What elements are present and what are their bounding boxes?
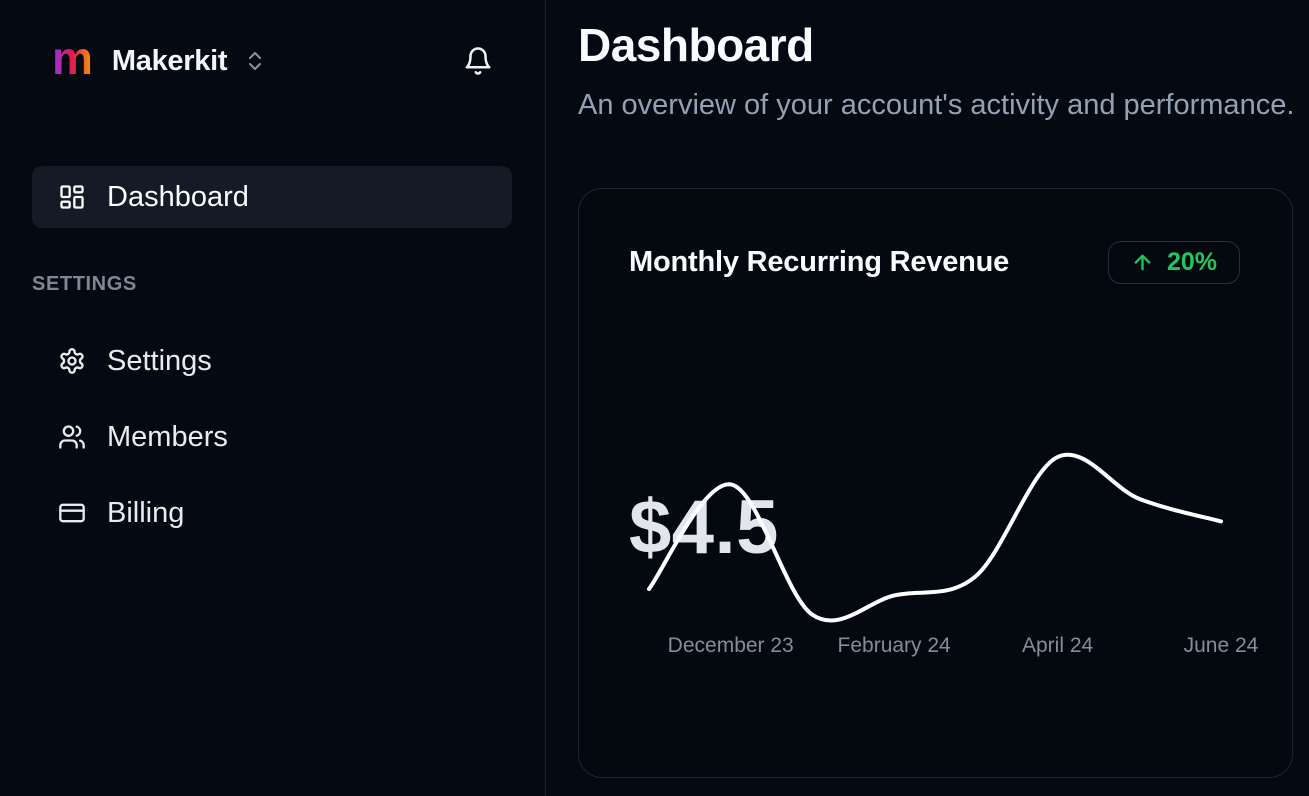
mrr-line-chart: December 23 February 24 April 24 June 24 bbox=[647, 452, 1259, 657]
sidebar-item-dashboard[interactable]: Dashboard bbox=[32, 166, 512, 228]
trend-badge-value: 20% bbox=[1166, 248, 1217, 276]
sidebar-item-label: Billing bbox=[107, 496, 185, 529]
main-content: Dashboard An overview of your account's … bbox=[546, 0, 1309, 796]
page-title: Dashboard bbox=[578, 19, 814, 71]
mrr-card: Monthly Recurring Revenue 20% $4.5 Decem… bbox=[578, 188, 1293, 778]
bell-icon[interactable] bbox=[463, 46, 493, 76]
workspace-name[interactable]: Makerkit bbox=[111, 44, 228, 77]
sidebar-item-billing[interactable]: Billing bbox=[32, 482, 512, 544]
credit-card-icon bbox=[58, 499, 86, 527]
sidebar-item-label: Settings bbox=[107, 344, 212, 377]
sidebar-item-settings[interactable]: Settings bbox=[32, 330, 512, 392]
svg-text:June 24: June 24 bbox=[1184, 634, 1259, 657]
svg-text:February 24: February 24 bbox=[838, 634, 952, 657]
mrr-chart-area: December 23 February 24 April 24 June 24 bbox=[629, 441, 1259, 666]
sidebar-item-members[interactable]: Members bbox=[32, 406, 512, 468]
mrr-card-header: Monthly Recurring Revenue 20% bbox=[629, 241, 1240, 284]
chevrons-up-down-icon[interactable] bbox=[243, 49, 267, 73]
svg-text:April 24: April 24 bbox=[1022, 634, 1094, 657]
mrr-card-title: Monthly Recurring Revenue bbox=[629, 246, 1010, 278]
gear-icon bbox=[58, 347, 86, 375]
makerkit-logo: m bbox=[52, 32, 93, 84]
trend-badge: 20% bbox=[1107, 241, 1240, 284]
svg-text:December 23: December 23 bbox=[668, 634, 794, 657]
sidebar-item-label: Dashboard bbox=[107, 180, 249, 213]
page-subtitle: An overview of your account's activity a… bbox=[578, 89, 1295, 121]
layout-dashboard-icon bbox=[58, 183, 86, 211]
sidebar-section-settings: SETTINGS bbox=[32, 273, 137, 295]
arrow-up-icon bbox=[1131, 251, 1154, 274]
sidebar-item-label: Members bbox=[107, 420, 228, 453]
sidebar: m Makerkit Dashboard SETTINGS Settings M… bbox=[0, 0, 546, 796]
workspace-row: m Makerkit bbox=[52, 35, 493, 82]
users-icon bbox=[58, 423, 86, 451]
